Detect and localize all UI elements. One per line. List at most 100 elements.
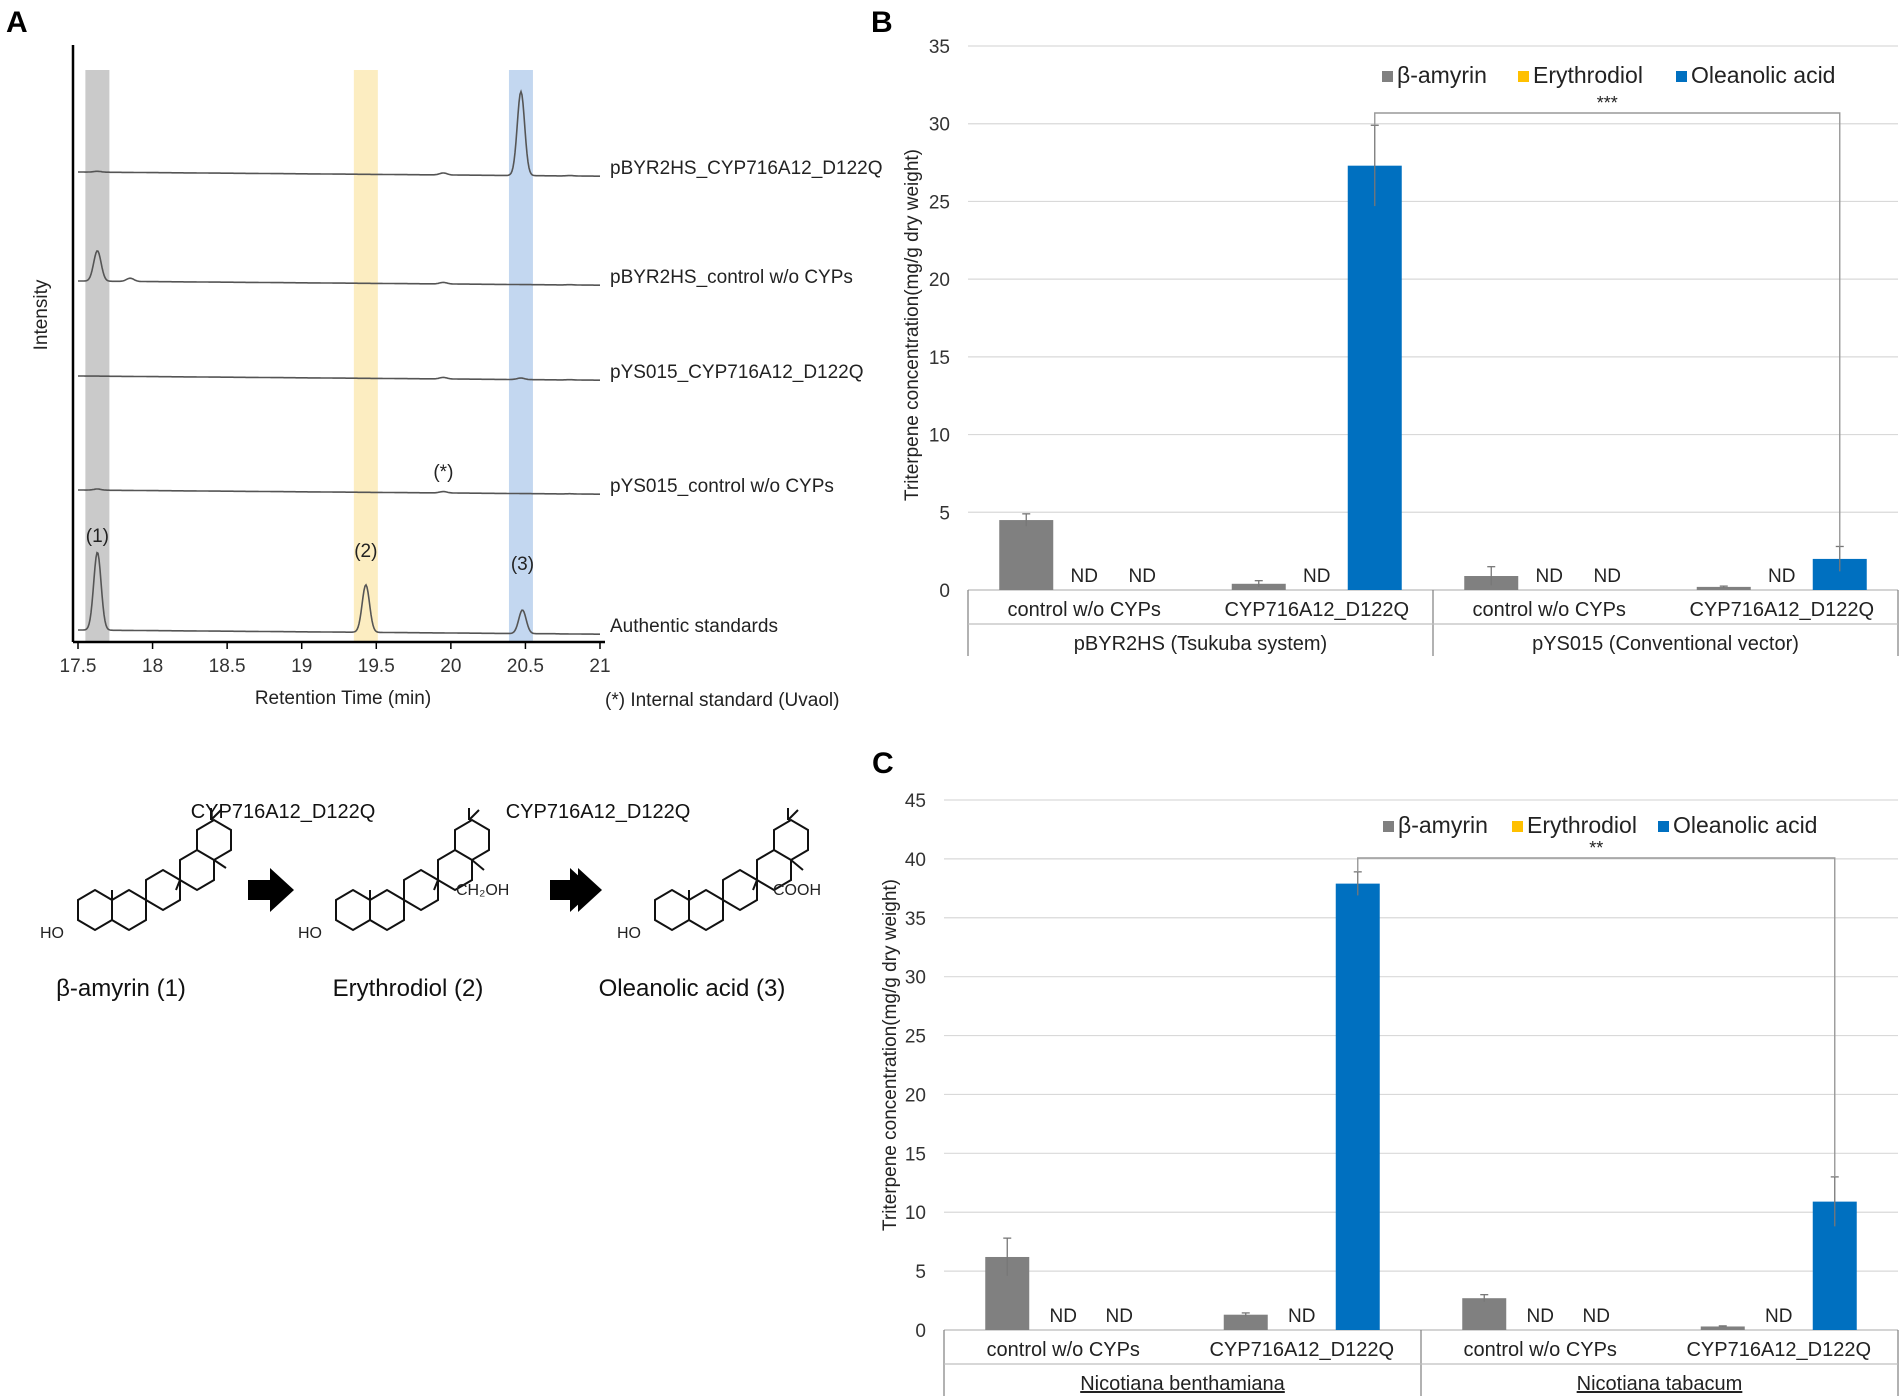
panel-b-bar-chart: B 0 5 10 15 20 25 30 35 control w/o CYPs ND ND CYP7… xyxy=(871,6,1899,656)
compound-2-name: Erythrodiol (2) xyxy=(333,975,484,1002)
x-axis-label: Retention Time (min) xyxy=(255,688,431,709)
panel-label-b: B xyxy=(871,6,893,39)
y-tick-label: 20 xyxy=(929,270,950,291)
enzyme-label-1: CYP716A12_D122Q xyxy=(191,801,376,823)
chromatogram-traces: pBYR2HS_CYP716A12_D122Q pBYR2HS_control w… xyxy=(78,89,883,637)
trace-line xyxy=(78,488,600,495)
group-label: Nicotiana benthamiana xyxy=(1080,1373,1285,1395)
nd-label: ND xyxy=(1288,1306,1315,1327)
hydroxyl-label: HO xyxy=(298,925,322,942)
internal-standard-marker: (*) xyxy=(433,462,453,483)
enzyme-label-2: CYP716A12_D122Q xyxy=(506,801,691,823)
category-label: CYP716A12_D122Q xyxy=(1689,599,1874,621)
y-tick-label: 10 xyxy=(905,1203,926,1224)
x-tick-label: 18.5 xyxy=(209,656,246,677)
nd-label: ND xyxy=(1303,566,1330,587)
nd-label: ND xyxy=(1765,1306,1792,1327)
significance-bracket xyxy=(1374,112,1841,547)
y-tick-label: 35 xyxy=(905,909,926,930)
y-tick-label: 30 xyxy=(929,115,950,136)
reaction-pathway: CYP716A12_D122Q CYP716A12_D122Q HO β-amy… xyxy=(40,801,821,1002)
bar xyxy=(1462,1298,1507,1330)
trace-line xyxy=(78,249,600,286)
cooh-label: COOH xyxy=(773,882,821,899)
legend-entry: Oleanolic acid xyxy=(1673,812,1817,838)
peak-label: (2) xyxy=(354,541,377,562)
y-tick-label: 10 xyxy=(929,426,950,447)
hydroxyl-label: HO xyxy=(617,925,641,942)
bar xyxy=(1347,165,1402,590)
nd-label: ND xyxy=(1583,1306,1610,1327)
nd-label: ND xyxy=(1527,1306,1554,1327)
legend-swatch xyxy=(1676,71,1687,82)
nd-label: ND xyxy=(1768,566,1795,587)
bar-chart-b: 0 5 10 15 20 25 30 35 control w/o CYPs ND ND CYP716… xyxy=(929,37,1899,656)
y-tick-label: 0 xyxy=(915,1321,926,1342)
y-tick-label: 25 xyxy=(929,192,950,213)
x-tick-label: 18 xyxy=(142,656,163,677)
hydroxyl-label: HO xyxy=(40,925,64,942)
trace-label: Authentic standards xyxy=(610,616,778,637)
trace-label: pBYR2HS_CYP716A12_D122Q xyxy=(610,158,883,179)
legend-swatch xyxy=(1518,71,1529,82)
x-tick-label: 19 xyxy=(291,656,312,677)
nd-label: ND xyxy=(1050,1306,1077,1327)
beta-amyrin-structure: HO xyxy=(40,808,232,942)
trace-line xyxy=(78,551,600,635)
panel-label-c: C xyxy=(872,747,894,780)
double-arrow-icon-head xyxy=(578,868,602,912)
x-tick-label: 21 xyxy=(589,656,610,677)
bar xyxy=(1696,586,1751,590)
nd-label: ND xyxy=(1594,566,1621,587)
category-label: control w/o CYPs xyxy=(1473,599,1626,621)
y-tick-label: 15 xyxy=(905,1144,926,1165)
category-label: control w/o CYPs xyxy=(1464,1339,1617,1361)
panel-label-a: A xyxy=(6,6,28,39)
y-tick-label: 25 xyxy=(905,1027,926,1048)
footnote-internal-standard: (*) Internal standard (Uvaol) xyxy=(605,690,839,711)
x-tick-label: 19.5 xyxy=(358,656,395,677)
nd-label: ND xyxy=(1129,566,1156,587)
single-arrow-icon xyxy=(248,868,294,912)
highlight-band-gray xyxy=(85,70,110,642)
category-label: CYP716A12_D122Q xyxy=(1686,1339,1871,1361)
y-tick-label: 0 xyxy=(939,581,950,602)
nd-label: ND xyxy=(1536,566,1563,587)
compound-1-name: β-amyrin (1) xyxy=(56,975,186,1002)
legend-swatch xyxy=(1382,71,1393,82)
double-arrow-icon xyxy=(550,868,594,912)
peak-label: (1) xyxy=(86,526,109,547)
compound-3-name: Oleanolic acid (3) xyxy=(599,975,786,1002)
bar xyxy=(1700,1326,1745,1330)
category-label: control w/o CYPs xyxy=(987,1339,1140,1361)
erythrodiol-structure: HO CH₂OH xyxy=(298,808,509,942)
y-tick-label: 35 xyxy=(929,37,950,58)
category-label: CYP716A12_D122Q xyxy=(1209,1339,1394,1361)
category-label: CYP716A12_D122Q xyxy=(1224,599,1409,621)
significance-bracket xyxy=(1357,857,1836,1177)
highlight-band-yellow xyxy=(353,70,378,642)
ch2oh-label: CH₂OH xyxy=(456,882,509,899)
y-tick-label: 5 xyxy=(915,1262,926,1283)
y-tick-label: 30 xyxy=(905,968,926,989)
significance-marker: ** xyxy=(1589,838,1603,858)
bar xyxy=(999,520,1054,590)
legend-entry: β-amyrin xyxy=(1397,62,1487,88)
trace-label: pYS015_control w/o CYPs xyxy=(610,476,834,497)
trace-line xyxy=(78,89,600,177)
nd-label: ND xyxy=(1071,566,1098,587)
y-axis-label: Triterpene concentration(mg/g dry weight… xyxy=(902,149,923,501)
highlight-bands xyxy=(85,70,533,642)
category-label: control w/o CYPs xyxy=(1008,599,1161,621)
legend-entry: Erythrodiol xyxy=(1527,812,1637,838)
y-tick-label: 20 xyxy=(905,1085,926,1106)
legend-entry: β-amyrin xyxy=(1398,812,1488,838)
trace-label: pYS015_CYP716A12_D122Q xyxy=(610,362,864,383)
bar xyxy=(1335,883,1380,1330)
y-axis-label: Triterpene concentration(mg/g dry weight… xyxy=(880,879,901,1231)
peak-label: (3) xyxy=(511,554,534,575)
legend-swatch xyxy=(1512,821,1523,832)
panel-c-bar-chart: C 0 5 10 15 20 25 30 35 40 45 control w/o CYPs ND ND… xyxy=(872,747,1899,1396)
legend-swatch xyxy=(1658,821,1669,832)
